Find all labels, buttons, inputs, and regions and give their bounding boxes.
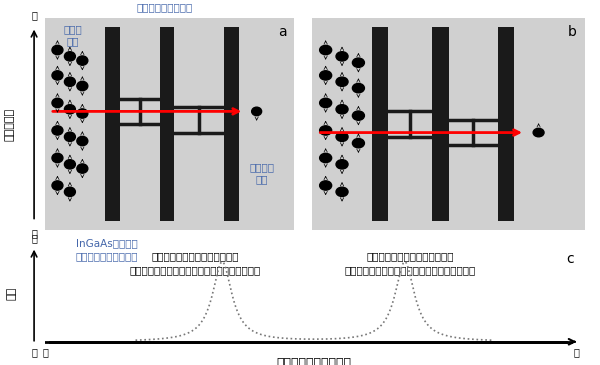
Circle shape: [64, 52, 76, 61]
Text: b: b: [568, 24, 577, 39]
Text: 上向スピンは透過するがいずれ: 上向スピンは透過するがいずれ: [367, 251, 454, 261]
Circle shape: [64, 132, 76, 142]
Circle shape: [52, 126, 63, 135]
Bar: [372, 27, 388, 222]
Text: 低: 低: [31, 347, 37, 357]
Circle shape: [336, 160, 348, 169]
Circle shape: [352, 138, 364, 148]
Text: ドレイン
電極: ドレイン 電極: [249, 162, 274, 184]
Bar: [160, 27, 175, 222]
Text: 下向スピンは透過するがいずれ: 下向スピンは透過するがいずれ: [152, 251, 239, 261]
Circle shape: [352, 58, 364, 68]
Circle shape: [251, 107, 262, 116]
Circle shape: [52, 71, 63, 80]
Circle shape: [77, 56, 88, 65]
Text: 高: 高: [574, 347, 580, 357]
Text: 高: 高: [31, 10, 37, 20]
Bar: [432, 27, 449, 222]
Text: InGaAs人工原子
のスピン分裂した準位: InGaAs人工原子 のスピン分裂した準位: [76, 238, 139, 261]
Circle shape: [533, 128, 544, 137]
Text: GaAs人工原子の
スピン分裂した準位: GaAs人工原子の スピン分裂した準位: [136, 0, 194, 12]
Text: 低: 低: [31, 228, 37, 238]
Circle shape: [77, 164, 88, 173]
Text: 上向きスピンが捕獲されるため電流は流れない: 上向きスピンが捕獲されるため電流は流れない: [130, 265, 261, 275]
Circle shape: [52, 153, 63, 163]
Circle shape: [320, 153, 332, 163]
Circle shape: [320, 71, 332, 80]
Text: a: a: [278, 24, 287, 39]
Text: c: c: [566, 251, 574, 265]
Bar: [497, 27, 514, 222]
Circle shape: [64, 77, 76, 87]
Text: 高: 高: [31, 233, 37, 243]
Circle shape: [77, 81, 88, 91]
Circle shape: [52, 98, 63, 108]
Bar: [224, 27, 239, 222]
Circle shape: [64, 187, 76, 196]
Circle shape: [320, 126, 332, 135]
Circle shape: [336, 187, 348, 196]
Circle shape: [336, 132, 348, 142]
Text: 電流: 電流: [7, 287, 17, 300]
Circle shape: [64, 160, 76, 169]
Circle shape: [336, 105, 348, 114]
Text: ソース・ドレイン電圧: ソース・ドレイン電圧: [276, 357, 351, 365]
Circle shape: [336, 52, 348, 61]
Circle shape: [77, 109, 88, 118]
Circle shape: [320, 181, 332, 190]
Circle shape: [352, 111, 364, 120]
Text: ソース
電極: ソース 電極: [63, 24, 82, 46]
Circle shape: [64, 105, 76, 114]
Circle shape: [77, 137, 88, 146]
Circle shape: [52, 45, 63, 55]
Text: 下向きスピンが捕獲されるため電流は流れない: 下向きスピンが捕獲されるため電流は流れない: [344, 265, 476, 275]
Text: エネルギー: エネルギー: [5, 108, 15, 141]
Text: 低: 低: [42, 347, 48, 357]
Circle shape: [320, 45, 332, 55]
Bar: [105, 27, 119, 222]
Circle shape: [336, 77, 348, 87]
Circle shape: [352, 84, 364, 93]
Circle shape: [52, 181, 63, 190]
Circle shape: [320, 98, 332, 108]
